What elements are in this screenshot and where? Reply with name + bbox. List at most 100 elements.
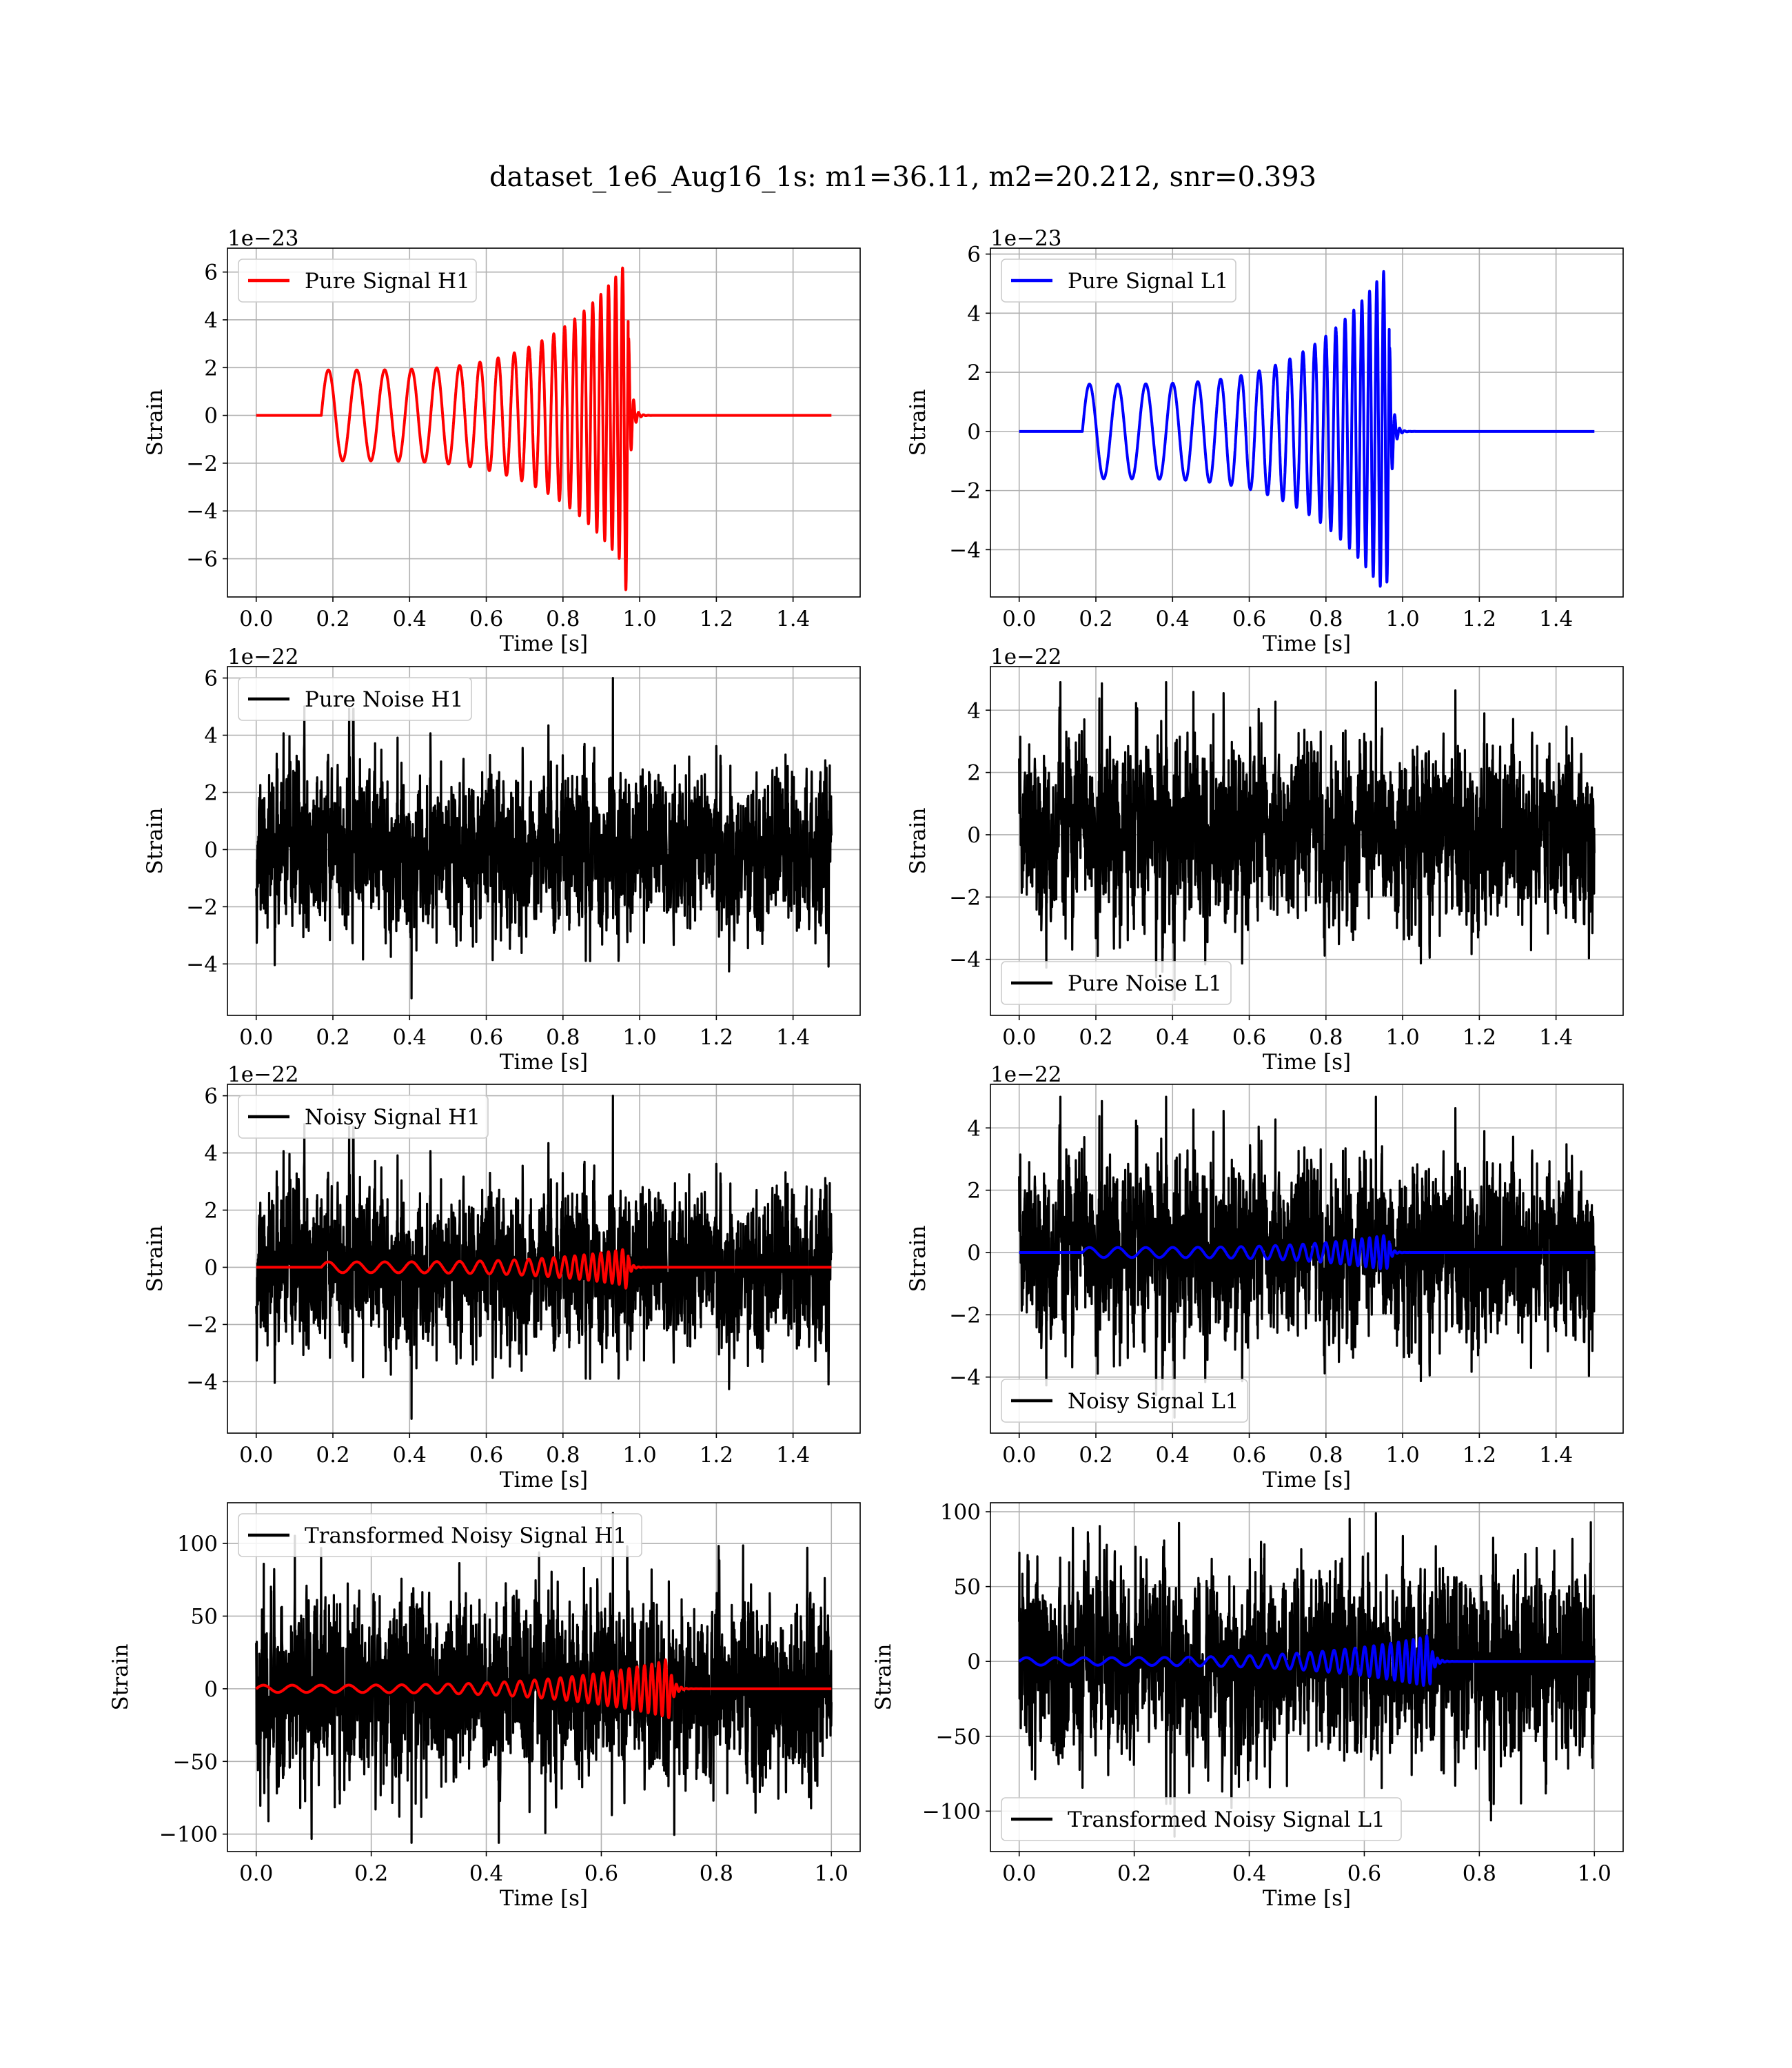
y-tick-label: −6 <box>186 547 218 572</box>
subplot-grid: 0.0 0.2 0.4 0.6 0.8 1.0 1.2 1.4 6 4 2 0 −2 −4 −6 Time [… <box>108 226 1624 1911</box>
x-tick-label: 0.4 <box>1156 1025 1190 1050</box>
legend-label: Pure Noise L1 <box>1068 971 1222 996</box>
x-tick-label: 1.2 <box>700 607 733 631</box>
y-tick-label: 4 <box>204 308 218 333</box>
y-tick-label: −4 <box>949 948 981 973</box>
x-tick-label: 1.2 <box>700 1443 733 1468</box>
x-tick-label: 1.2 <box>1463 607 1496 631</box>
x-tick-label: 1.0 <box>1385 1443 1419 1468</box>
legend-box <box>1001 1797 1402 1841</box>
y-tick-label: −4 <box>186 1370 218 1395</box>
y-tick-label: 0 <box>967 823 981 848</box>
legend-box <box>1001 961 1232 1005</box>
y-tick-label: 4 <box>967 1116 981 1141</box>
series-group <box>1017 1512 1596 1838</box>
x-axis-label: Time [s] <box>1263 631 1351 656</box>
x-tick-label: 0.4 <box>393 1443 427 1468</box>
series-line-pure-noise-l1 <box>1018 681 1596 1001</box>
x-tick-label: 0.0 <box>1002 1861 1036 1886</box>
y-axis-label: Strain <box>906 808 930 875</box>
y-tick-label: 4 <box>204 724 218 749</box>
y-tick-label: −50 <box>936 1725 981 1750</box>
x-tick-label: 0.0 <box>1002 607 1036 631</box>
x-tick-label: 0.4 <box>1156 607 1190 631</box>
x-tick-label: 0.4 <box>393 1025 427 1050</box>
x-axis-label: Time [s] <box>500 1886 588 1911</box>
x-tick-label: 0.2 <box>316 607 349 631</box>
series-group <box>254 1095 833 1420</box>
x-tick-label: 0.6 <box>1347 1861 1381 1886</box>
y-tick-label: 4 <box>204 1142 218 1166</box>
legend: Transformed Noisy Signal L1 <box>1001 1797 1402 1841</box>
legend: Pure Signal H1 <box>238 258 477 303</box>
series-group <box>1017 270 1596 588</box>
x-tick-label: 0.4 <box>1232 1861 1266 1886</box>
series-line-pure-noise-h1 <box>255 677 833 1000</box>
series-group <box>254 1512 833 1844</box>
legend: Transformed Noisy Signal H1 <box>238 1513 642 1557</box>
x-tick-label: 1.4 <box>1539 1025 1573 1050</box>
y-tick-label: −4 <box>949 538 981 562</box>
x-tick-label: 0.0 <box>239 1025 273 1050</box>
y-tick-label: 0 <box>967 1650 981 1674</box>
x-tick-label: 0.0 <box>1002 1443 1036 1468</box>
legend: Pure Signal L1 <box>1001 258 1236 303</box>
x-tick-label: 0.2 <box>1117 1861 1151 1886</box>
y-tick-label: 2 <box>967 361 981 385</box>
series-line-injected-signal <box>1017 1234 1596 1270</box>
x-tick-label: 1.0 <box>1385 607 1419 631</box>
y-axis-label: Strain <box>143 1226 167 1292</box>
x-tick-label: 0.8 <box>1309 1025 1343 1050</box>
x-tick-label: 0.2 <box>1079 1443 1112 1468</box>
legend-box <box>238 677 472 721</box>
x-tick-label: 1.4 <box>1539 1443 1573 1468</box>
x-tick-label: 1.0 <box>815 1861 848 1886</box>
y-tick-label: −4 <box>949 1366 981 1390</box>
axis-offset-label: 1e−22 <box>227 645 299 669</box>
y-tick-label: 0 <box>204 1255 218 1280</box>
x-axis-label: Time [s] <box>1263 1886 1351 1911</box>
x-tick-label: 0.0 <box>239 1861 273 1886</box>
x-tick-label: 0.6 <box>469 1025 503 1050</box>
subplot-pure-signal-l1: 0.0 0.2 0.4 0.6 0.8 1.0 1.2 1.4 6 4 2 0 −2 −4 Time [s]… <box>906 226 1624 656</box>
legend-label: Pure Noise H1 <box>305 687 463 712</box>
y-axis-label: Strain <box>906 389 930 456</box>
x-tick-label: 1.0 <box>622 1025 656 1050</box>
legend-box <box>238 258 477 303</box>
legend: Pure Noise L1 <box>1001 961 1232 1005</box>
x-axis-label: Time [s] <box>1263 1468 1351 1492</box>
y-tick-label: 2 <box>204 1198 218 1223</box>
y-axis-label: Strain <box>906 1226 930 1292</box>
legend: Noisy Signal L1 <box>1001 1379 1248 1423</box>
y-tick-label: −2 <box>949 479 981 504</box>
y-tick-label: −2 <box>949 1303 981 1328</box>
series-line-injected-signal <box>1017 1634 1596 1687</box>
y-tick-label: 0 <box>204 1677 218 1702</box>
x-tick-label: 0.6 <box>1232 607 1266 631</box>
y-tick-label: 6 <box>204 1084 218 1109</box>
x-tick-label: 0.2 <box>354 1861 388 1886</box>
y-tick-label: −2 <box>186 1312 218 1337</box>
y-axis-label: Strain <box>143 808 167 875</box>
axes-frame <box>990 1084 1624 1434</box>
figure-title: dataset_1e6_Aug16_1s: m1=36.11, m2=20.21… <box>489 161 1316 193</box>
x-tick-label: 0.8 <box>1309 1443 1343 1468</box>
x-tick-label: 1.4 <box>776 1443 810 1468</box>
legend-box <box>1001 258 1236 303</box>
x-tick-label: 0.6 <box>469 1443 503 1468</box>
legend-box <box>238 1513 642 1557</box>
x-tick-label: 0.8 <box>546 1025 580 1050</box>
axes-frame <box>227 247 861 598</box>
axes-frame <box>227 1084 861 1434</box>
x-tick-label: 1.0 <box>1385 1025 1419 1050</box>
legend: Pure Noise H1 <box>238 677 472 721</box>
x-tick-label: 1.4 <box>776 1025 810 1050</box>
y-tick-label: −50 <box>173 1750 218 1774</box>
y-tick-label: 6 <box>204 667 218 691</box>
y-tick-label: −2 <box>949 885 981 910</box>
series-line-noisy-signal-h1 <box>255 1095 833 1420</box>
x-tick-label: 0.0 <box>239 607 273 631</box>
legend-label: Pure Signal L1 <box>1068 269 1228 294</box>
legend-label: Transformed Noisy Signal H1 <box>305 1523 627 1548</box>
y-tick-label: −100 <box>159 1823 218 1847</box>
